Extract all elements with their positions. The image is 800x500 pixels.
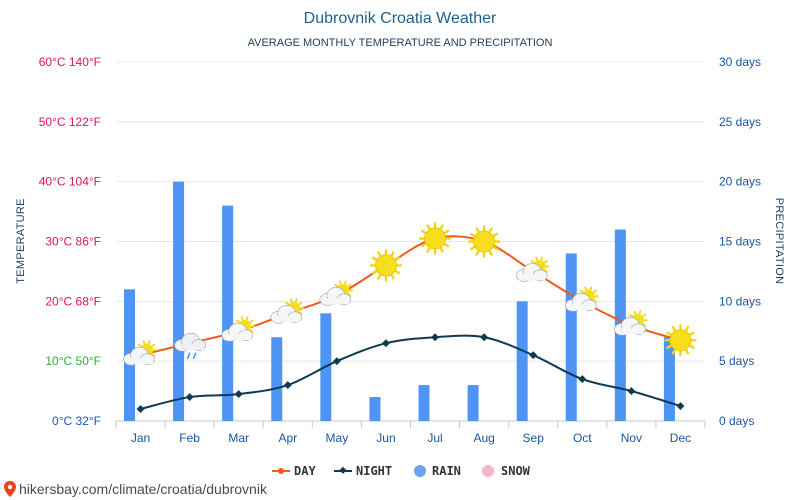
- month-label: Apr: [278, 431, 297, 445]
- weather-icons: [123, 222, 697, 366]
- legend-label-snow: SNOW: [501, 464, 531, 478]
- legend-label-day: DAY: [294, 464, 316, 478]
- temperature-axis: 0°C 32°F 10°C 50°F 20°C 68°F 30°C 86°F 40°C …: [39, 55, 101, 428]
- legend-item-snow[interactable]: SNOW: [482, 464, 531, 478]
- precipitation-tick-label: 5 days: [719, 354, 754, 368]
- night-point[interactable]: [480, 333, 489, 342]
- month-label: Feb: [179, 431, 200, 445]
- temperature-tick-label: 20°C 68°F: [45, 294, 101, 308]
- rain-bar[interactable]: [173, 181, 185, 421]
- month-label: Mar: [228, 431, 249, 445]
- temperature-axis-label: TEMPERATURE: [15, 198, 27, 284]
- rain-bar[interactable]: [271, 337, 283, 421]
- precipitation-tick-label: 20 days: [719, 175, 761, 189]
- legend-label-rain: RAIN: [432, 464, 461, 478]
- precipitation-tick-label: 25 days: [719, 115, 761, 129]
- month-label: Dec: [670, 431, 691, 445]
- sun-icon: [467, 225, 501, 258]
- night-point[interactable]: [234, 390, 243, 399]
- rain-bar[interactable]: [565, 253, 577, 421]
- night-point[interactable]: [381, 339, 390, 348]
- rain-cloud-icon: [174, 332, 206, 360]
- night-point[interactable]: [676, 402, 685, 411]
- month-label: Jun: [376, 431, 395, 445]
- rain-bar[interactable]: [467, 385, 479, 421]
- precipitation-axis: 0 days 5 days 10 days 15 days 20 days 25 days…: [719, 55, 761, 428]
- temperature-tick-label: 40°C 104°F: [39, 175, 101, 189]
- sun-icon: [369, 249, 403, 282]
- month-label: Nov: [621, 431, 642, 445]
- rain-bar[interactable]: [222, 205, 234, 421]
- night-point[interactable]: [431, 333, 440, 342]
- night-point[interactable]: [529, 351, 538, 360]
- partly-cloudy-icon: [564, 286, 599, 312]
- footer-link[interactable]: hikersbay.com/climate/croatia/dubrovnik: [4, 481, 268, 497]
- temperature-tick-label: 60°C 140°F: [39, 55, 101, 69]
- partly-cloudy-icon: [515, 256, 550, 282]
- legend-label-night: NIGHT: [356, 464, 392, 478]
- footer-url: hikersbay.com/climate/croatia/dubrovnik: [19, 481, 268, 497]
- night-temperature-series: [136, 333, 685, 413]
- rain-bar[interactable]: [516, 301, 528, 421]
- legend-item-rain[interactable]: RAIN: [414, 464, 461, 478]
- chart-title: Dubrovnik Croatia Weather: [304, 10, 497, 27]
- precipitation-axis-label: PRECIPITATION: [773, 198, 785, 285]
- precipitation-tick-label: 15 days: [719, 235, 761, 249]
- night-point[interactable]: [578, 375, 587, 384]
- night-point[interactable]: [136, 405, 145, 413]
- temperature-tick-label: 50°C 122°F: [39, 115, 101, 129]
- rain-bar[interactable]: [418, 385, 430, 421]
- sun-icon: [418, 222, 452, 255]
- legend-item-night[interactable]: NIGHT: [334, 464, 392, 478]
- precipitation-tick-label: 30 days: [719, 55, 761, 69]
- location-pin-icon: [4, 481, 16, 497]
- precipitation-tick-label: 0 days: [719, 414, 754, 428]
- grid-lines: [116, 61, 705, 422]
- temperature-tick-label: 0°C 32°F: [52, 414, 101, 428]
- night-point[interactable]: [332, 357, 341, 366]
- month-label: Oct: [573, 431, 592, 445]
- night-point[interactable]: [185, 393, 194, 402]
- night-line: [140, 334, 681, 411]
- month-label: Aug: [473, 431, 494, 445]
- chart-subtitle: AVERAGE MONTHLY TEMPERATURE AND PRECIPIT…: [248, 37, 553, 49]
- precipitation-tick-label: 10 days: [719, 294, 761, 308]
- night-point[interactable]: [283, 381, 292, 390]
- partly-cloudy-icon: [614, 310, 648, 336]
- temperature-tick-label: 10°C 50°F: [45, 354, 101, 368]
- partly-cloudy-icon: [221, 316, 256, 342]
- partly-cloudy-icon: [270, 298, 305, 324]
- rain-bar[interactable]: [663, 337, 675, 421]
- month-axis: Jan Feb Mar Apr May Jun Jul Aug Sep Oct Nov Dec: [115, 421, 706, 445]
- partly-cloudy-icon: [319, 280, 354, 306]
- temperature-tick-label: 30°C 86°F: [45, 235, 101, 249]
- month-label: Jan: [131, 431, 150, 445]
- legend: DAY NIGHT RAIN SNOW: [272, 464, 531, 478]
- legend-item-day[interactable]: DAY: [272, 464, 316, 478]
- partly-cloudy-icon: [123, 340, 157, 366]
- month-label: Sep: [523, 431, 545, 445]
- rain-bar[interactable]: [369, 397, 381, 421]
- night-point[interactable]: [627, 387, 636, 396]
- day-line: [140, 235, 681, 357]
- sun-icon: [664, 324, 697, 357]
- month-label: May: [326, 431, 349, 445]
- month-label: Jul: [427, 431, 442, 445]
